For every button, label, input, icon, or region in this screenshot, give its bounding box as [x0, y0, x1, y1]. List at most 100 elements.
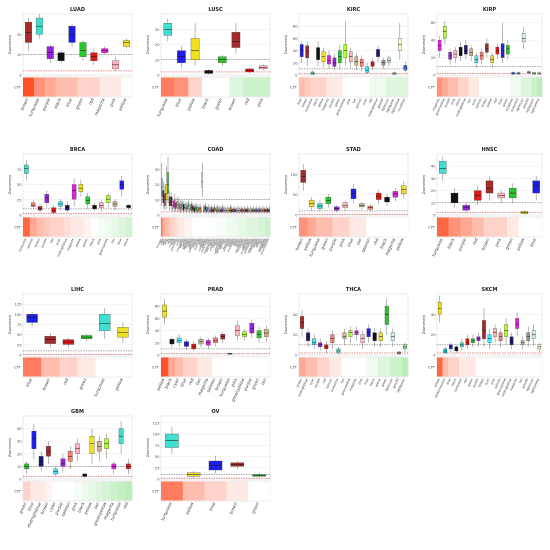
cyt-cell [190, 357, 198, 377]
x-tick-label: palevioletred3 [234, 238, 244, 254]
box-body [392, 191, 399, 198]
cyt-cell [299, 77, 305, 97]
cyt-cell [43, 217, 51, 237]
cyt-cell [66, 481, 75, 501]
cyt-cell [232, 217, 235, 237]
box-darkred [192, 202, 194, 214]
x-tick-label: black [455, 97, 462, 106]
box-lightgreen [392, 71, 397, 75]
x-tick-label: red [368, 98, 374, 104]
box-yellow [78, 179, 84, 197]
cyt-cell [268, 217, 271, 237]
x-tick-label: brown [39, 501, 49, 515]
cyt-cell [329, 357, 336, 377]
box-salmon [359, 55, 364, 72]
y-axis-label: Zsummary [284, 314, 288, 334]
cyt-cell [515, 77, 522, 97]
cyt-cell [201, 217, 204, 237]
cyt-cell [195, 217, 198, 237]
box-body [37, 206, 43, 211]
box-green [252, 472, 266, 478]
cyt-cell [117, 481, 125, 501]
cyt-cell [331, 77, 338, 97]
box-body [193, 207, 196, 213]
x-tick-label: cyan [484, 378, 491, 386]
cyt-cell [226, 481, 249, 501]
box-green [85, 193, 90, 209]
x-tick-label: grey60 [376, 98, 384, 109]
box-orangered3 [263, 207, 266, 214]
x-tick-label: purple [171, 238, 177, 246]
y-axis-label: Zsummary [8, 34, 12, 54]
box-purple [46, 44, 54, 63]
box-body [392, 72, 397, 75]
x-tick-label: tan [351, 98, 357, 104]
cyt-cell [55, 77, 67, 97]
box-body [229, 207, 232, 213]
x-tick-label: lightyellow [183, 238, 191, 250]
cyt-cell [320, 77, 327, 97]
x-tick-label: turquoise [304, 98, 314, 113]
x-tick-label: green [380, 378, 387, 388]
x-tick-label: green [78, 377, 88, 390]
cyt-cell [305, 357, 312, 377]
x-tick-label: pink [338, 237, 347, 248]
box-pink [342, 200, 348, 211]
cyt-cell [189, 217, 191, 237]
y-tick-label: 30 [431, 177, 436, 181]
cyt-cell [437, 77, 443, 97]
cyt-cell [190, 217, 193, 237]
box-red [90, 48, 98, 65]
box-brown [305, 41, 309, 66]
cyt-cell [203, 217, 205, 237]
x-tick-label: red [321, 378, 327, 384]
cyt-cell [383, 357, 391, 377]
x-tick-label: black [123, 237, 130, 246]
cyt-cell [340, 217, 350, 237]
box-black [169, 336, 175, 348]
x-tick-label: royalblue [505, 98, 515, 112]
box-body [312, 338, 317, 345]
x-tick-label: skyblue2 [252, 238, 259, 249]
box-yellow [401, 180, 407, 199]
cyt-cell [237, 217, 240, 237]
box-coral1 [252, 205, 255, 214]
x-tick-label: saddlebrown [198, 238, 207, 252]
cyt-cell [262, 217, 264, 237]
box-lightyellow [189, 202, 191, 214]
box-pink [234, 320, 240, 341]
cyt-cell [380, 77, 387, 97]
x-tick-label: magenta [431, 98, 440, 112]
box-body [24, 164, 29, 174]
x-tick-label: darkorange [194, 238, 202, 251]
cyt-cell [125, 217, 133, 237]
box-red [62, 337, 75, 348]
x-tick-label: black [369, 377, 376, 386]
x-tick-label: red [187, 377, 195, 386]
box-grey60 [526, 326, 530, 347]
y-tick-label: 20 [17, 452, 22, 456]
x-tick-label: yellow [395, 237, 405, 252]
box-greenyellow [348, 326, 353, 343]
box-turquoise [24, 160, 29, 180]
cyt-label: CYT [152, 226, 160, 230]
cyt-cell [179, 217, 182, 237]
y-axis-label: Zsummary [422, 34, 426, 54]
cyt-cell [73, 481, 82, 501]
box-pink [453, 47, 458, 63]
x-tick-label: yellow [74, 237, 82, 248]
cyt-cell [365, 357, 372, 377]
x-tick-label: greenyellow [340, 377, 352, 396]
cyt-cell [397, 77, 403, 97]
box-body [165, 184, 168, 200]
x-tick-label: black [312, 97, 319, 106]
x-tick-label: purple [41, 97, 51, 112]
panel-lihc: LIHC 0 25 50 75 100 125 Zsummary CYT blue brown red… [8, 287, 133, 397]
box-plum2 [235, 207, 238, 214]
x-tick-label: lightcyan1 [219, 238, 227, 250]
box-green [325, 193, 332, 208]
x-tick-label: tan [194, 377, 202, 386]
cyt-cell [254, 217, 257, 237]
